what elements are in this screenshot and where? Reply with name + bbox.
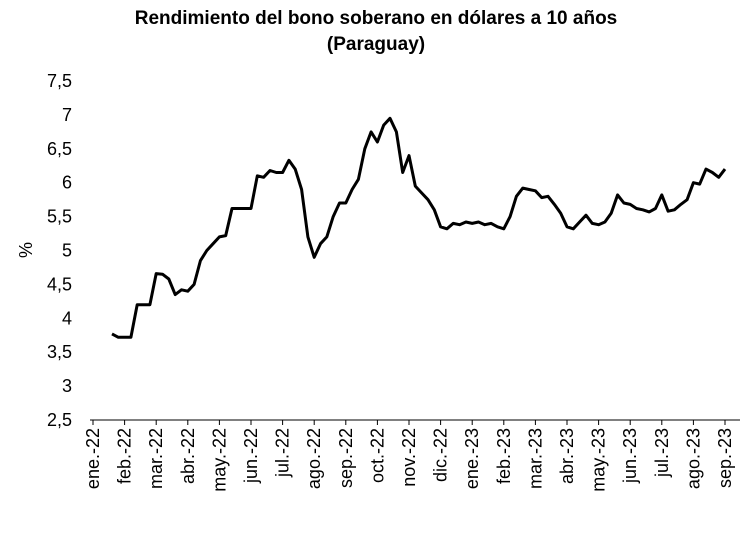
x-tick-label: sep.-22: [336, 428, 356, 488]
chart-title: (Paraguay): [327, 34, 425, 55]
y-tick-label: 7: [62, 105, 72, 125]
x-tick-label: feb.-23: [494, 428, 514, 484]
x-tick-label: ago.-23: [683, 428, 703, 489]
y-tick-label: 6,5: [47, 139, 72, 159]
x-tick-label: may.-22: [209, 428, 229, 492]
x-tick-label: jul.-23: [652, 428, 672, 478]
y-tick-label: 3: [62, 376, 72, 396]
line-series: [111, 116, 727, 339]
x-tick-label: abr.-23: [557, 428, 577, 484]
y-tick-label: 5: [62, 241, 72, 261]
y-tick-label: 7,5: [47, 71, 72, 91]
y-axis-label: %: [16, 242, 36, 258]
chart-title: Rendimiento del bono soberano en dólares…: [135, 8, 618, 29]
x-tick-label: mar.-23: [525, 428, 545, 489]
x-tick-label: abr.-22: [178, 428, 198, 484]
y-tick-label: 4,5: [47, 274, 72, 294]
x-tick-label: jun.-23: [620, 428, 640, 484]
x-tick-label: jul.-22: [273, 428, 293, 478]
x-tick-label: ago.-22: [304, 428, 324, 489]
x-tick-label: ene.-22: [83, 428, 103, 489]
y-tick-label: 6: [62, 173, 72, 193]
x-tick-label: mar.-22: [146, 428, 166, 489]
y-tick-label: 4: [62, 308, 72, 328]
x-tick-label: nov.-22: [399, 428, 419, 487]
x-tick-label: feb.-22: [115, 428, 135, 484]
x-tick-label: may.-23: [589, 428, 609, 492]
x-tick-label: ene.-23: [462, 428, 482, 489]
x-tick-label: oct.-22: [367, 428, 387, 483]
x-tick-label: dic.-22: [431, 428, 451, 482]
x-tick-label: jun.-22: [241, 428, 261, 484]
y-tick-label: 2,5: [47, 410, 72, 430]
x-tick-label: sep.-23: [715, 428, 735, 488]
y-tick-label: 5,5: [47, 207, 72, 227]
y-tick-label: 3,5: [47, 342, 72, 362]
